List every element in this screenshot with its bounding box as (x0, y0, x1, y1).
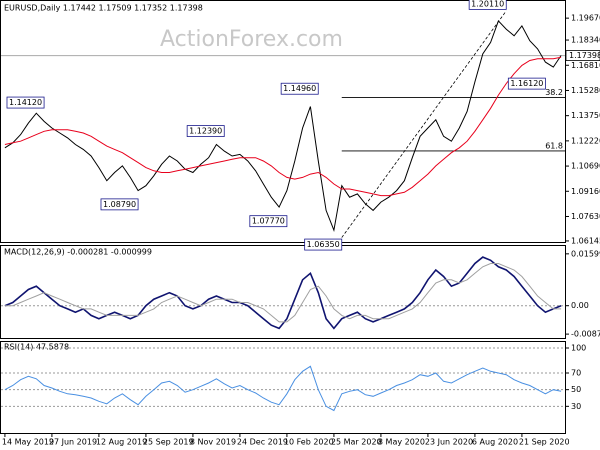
annotation-label: 1.16120 (510, 79, 543, 88)
y-tick-label: 1.18340 (571, 36, 600, 45)
y-tick-label: 1.13750 (571, 111, 600, 120)
series-line (4, 256, 562, 330)
fib-label: 38.2 (545, 88, 563, 97)
rsi-title: RSI(14) 47.5878 (4, 343, 69, 352)
last-price-label: 1.17398 (569, 51, 600, 60)
annotation-box (304, 238, 343, 251)
y-tick-label: 1.06145 (571, 236, 600, 245)
macd-title: MACD(12,26,9) -0.000281 -0.000999 (4, 248, 152, 257)
annotation-box (280, 82, 319, 95)
macd-frame (0, 245, 566, 339)
y-tick-label: 0.015991 (571, 249, 600, 258)
price-title: EURUSD,Daily 1.17442 1.17509 1.17352 1.1… (4, 4, 203, 13)
y-tick-label: 70 (571, 369, 581, 378)
x-tick-label: 8 May 2020 (378, 438, 425, 447)
y-tick-label: 1.19670 (571, 14, 600, 23)
y-tick-label: 1.12220 (571, 136, 600, 145)
series-line (4, 263, 562, 323)
annotation-box (249, 215, 288, 228)
y-tick-label: 50 (571, 385, 581, 394)
y-tick-label: 100 (571, 344, 586, 353)
y-tick-label: 30 (571, 402, 581, 411)
y-tick-label: 0.00 (571, 301, 589, 310)
annotation-label: 1.14960 (283, 84, 316, 93)
trend-line (341, 10, 507, 238)
x-tick-label: 14 May 2019 (2, 438, 54, 447)
y-tick-label: 1.07630 (571, 212, 600, 221)
y-tick-label: 1.16810 (571, 61, 600, 70)
series-line (4, 56, 562, 197)
annotation-label: 1.12390 (189, 127, 222, 136)
y-tick-label: 1.15280 (571, 86, 600, 95)
x-tick-label: 6 Aug 2020 (472, 438, 518, 447)
watermark: ActionForex.com (160, 27, 343, 52)
x-tick-label: 24 Dec 2019 (237, 438, 288, 447)
x-tick-label: 12 Aug 2019 (96, 438, 147, 447)
annotation-box (6, 96, 45, 109)
series-line (4, 365, 562, 412)
series-line (4, 19, 562, 233)
fib-label: 61.8 (545, 141, 563, 150)
x-tick-label: 10 Feb 2020 (284, 438, 334, 447)
y-tick-label: 1.10690 (571, 162, 600, 171)
last-price-box (565, 50, 600, 61)
price-frame (0, 0, 566, 243)
x-tick-label: 25 Mar 2020 (331, 438, 382, 447)
annotation-box (100, 198, 139, 211)
annotation-box (468, 0, 507, 10)
rsi-frame (0, 341, 566, 434)
y-tick-label: 1.09160 (571, 187, 600, 196)
x-tick-label: 23 Jun 2020 (425, 438, 473, 447)
annotation-box (507, 77, 546, 90)
annotation-label: 1.20110 (471, 0, 504, 8)
annotation-label: 1.08790 (103, 200, 136, 209)
x-tick-label: 21 Sep 2020 (519, 438, 570, 447)
x-tick-label: 25 Sep 2019 (143, 438, 194, 447)
x-tick-label: 8 Nov 2019 (190, 438, 236, 447)
annotation-label: 1.06350 (307, 240, 340, 249)
x-tick-label: 27 Jun 2019 (49, 438, 97, 447)
y-tick-label: -0.00876 (571, 330, 600, 339)
annotation-box (186, 125, 225, 137)
annotation-label: 1.07770 (252, 217, 285, 226)
annotation-label: 1.14120 (9, 98, 42, 107)
